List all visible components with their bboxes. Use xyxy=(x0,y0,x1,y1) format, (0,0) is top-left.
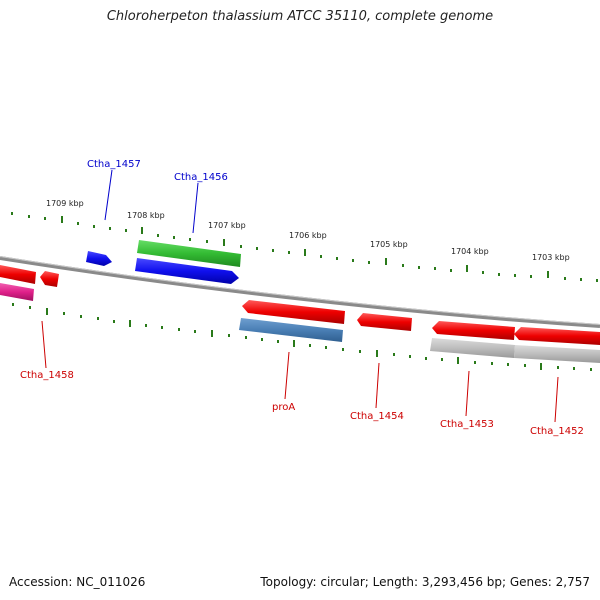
leader-ctha-1456 xyxy=(192,182,199,234)
inner-tick-ring xyxy=(12,303,592,371)
label-ctha-1457[interactable]: Ctha_1457 xyxy=(87,159,141,170)
leader-ctha-1458 xyxy=(41,320,47,369)
leader-ctha-1453 xyxy=(465,370,470,417)
gene-proa-red[interactable] xyxy=(242,300,345,324)
genome-backbone xyxy=(0,256,600,328)
topology-text: Topology: circular; Length: 3,293,456 bp… xyxy=(260,575,590,589)
gene-ctha-1457[interactable] xyxy=(86,251,112,266)
label-ctha-1458[interactable]: Ctha_1458 xyxy=(20,370,74,381)
label-ctha-1456[interactable]: Ctha_1456 xyxy=(174,172,228,183)
accession-text: Accession: NC_011026 xyxy=(9,575,146,589)
scale-label-1709: 1709 kbp xyxy=(46,199,84,208)
scale-label-1708: 1708 kbp xyxy=(127,211,165,220)
scale-label-1703: 1703 kbp xyxy=(532,253,570,262)
label-proa[interactable]: proA xyxy=(272,402,295,413)
gene-proa[interactable] xyxy=(239,318,343,342)
gene-ctha-1452-gray[interactable] xyxy=(514,345,600,363)
scale-label-1706: 1706 kbp xyxy=(289,231,327,240)
gene-ctha-1456-green[interactable] xyxy=(137,240,241,267)
label-ctha-1454[interactable]: Ctha_1454 xyxy=(350,411,404,422)
leader-proa xyxy=(284,351,290,400)
gene-ctha-1452[interactable] xyxy=(514,327,600,345)
gene-red-left-a[interactable] xyxy=(0,265,36,284)
gene-red-left-b[interactable] xyxy=(40,271,59,287)
label-ctha-1452[interactable]: Ctha_1452 xyxy=(530,426,584,437)
scale-label-1707: 1707 kbp xyxy=(208,221,246,230)
leader-ctha-1457 xyxy=(104,169,113,221)
map-title: Chloroherpeton thalassium ATCC 35110, co… xyxy=(106,9,494,24)
label-ctha-1453[interactable]: Ctha_1453 xyxy=(440,419,494,430)
genome-backbone-highlight xyxy=(0,256,600,325)
gene-ctha-1453-gray[interactable] xyxy=(430,338,515,358)
gene-ctha-1454[interactable] xyxy=(357,313,412,331)
leader-ctha-1452 xyxy=(554,376,559,423)
scale-label-1704: 1704 kbp xyxy=(451,247,489,256)
outer-tick-ring xyxy=(11,212,598,282)
gene-ctha-1453[interactable] xyxy=(432,321,515,340)
leader-ctha-1454 xyxy=(375,362,380,409)
gene-pink-left[interactable] xyxy=(0,283,34,301)
gene-ctha-1456[interactable] xyxy=(135,258,239,284)
scale-label-1705: 1705 kbp xyxy=(370,240,408,249)
